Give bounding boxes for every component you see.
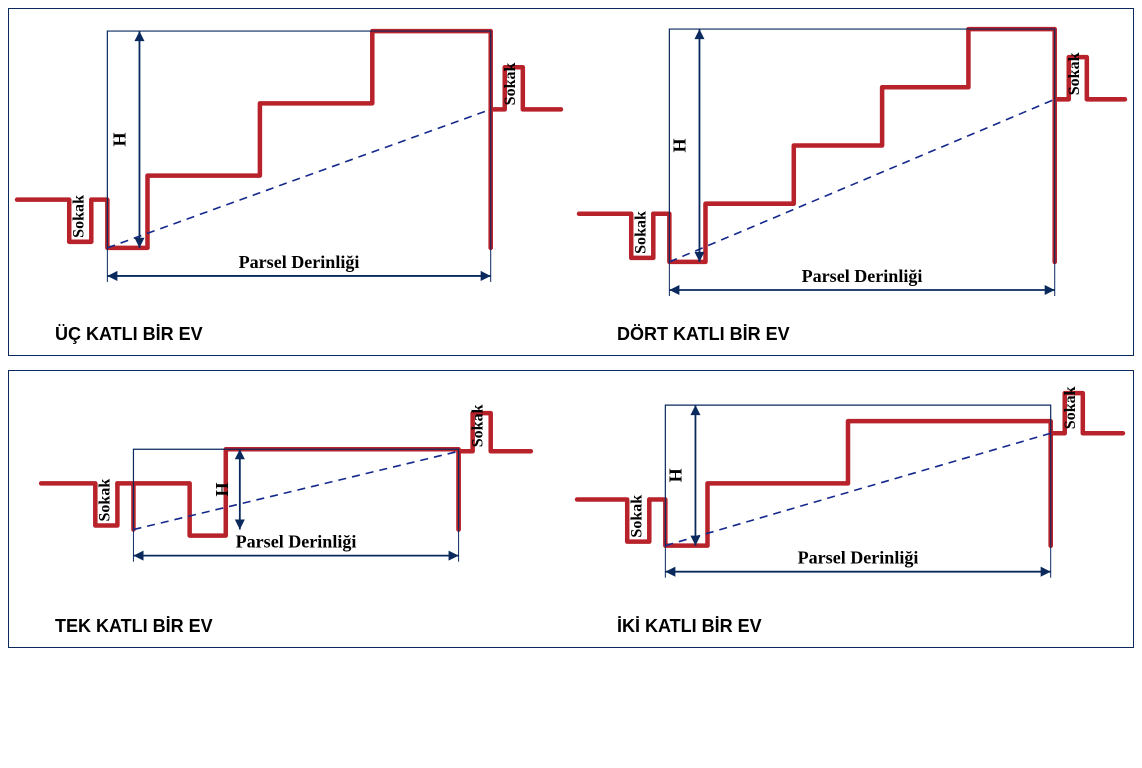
- cell-one-story: H Parsel Derinliği Sokak Sokak TEK KATLI Bİ…: [9, 371, 571, 647]
- cell-four-story: H Parsel Derinliği Sokak Sokak DÖRT KATLI B…: [571, 9, 1133, 355]
- height-label: H: [669, 138, 689, 152]
- diagonal-line: [669, 99, 1054, 262]
- envelope-box: [665, 405, 1050, 545]
- depth-label: Parsel Derinliği: [802, 266, 923, 286]
- cell-three-story: H Parsel Derinliği Sokak Sokak ÜÇ KATLI BİR…: [9, 9, 571, 355]
- sokak-right-label: Sokak: [1066, 52, 1083, 95]
- top-panel: H Parsel Derinliği Sokak Sokak ÜÇ KATLI BİR…: [8, 8, 1134, 356]
- envelope-box: [107, 31, 490, 248]
- depth-label: Parsel Derinliği: [798, 548, 919, 568]
- diagram-three_story: H Parsel Derinliği Sokak Sokak: [9, 9, 571, 320]
- height-label: H: [212, 482, 232, 496]
- diagram-one_story: H Parsel Derinliği Sokak Sokak: [9, 371, 571, 612]
- building-profile: [653, 29, 1054, 262]
- caption-three-story: ÜÇ KATLI BİR EV: [55, 324, 571, 345]
- diagonal-line: [665, 433, 1050, 545]
- caption-two-story: İKİ KATLI BİR EV: [617, 616, 1133, 637]
- sokak-left-label: Sokak: [632, 211, 649, 254]
- diagonal-line: [107, 109, 490, 247]
- sokak-right-label: Sokak: [502, 62, 519, 105]
- caption-four-story: DÖRT KATLI BİR EV: [617, 324, 1133, 345]
- building-profile: [649, 421, 1050, 545]
- cell-two-story: H Parsel Derinliği Sokak Sokak İKİ KATLI Bİ…: [571, 371, 1133, 647]
- depth-label: Parsel Derinliği: [239, 252, 360, 272]
- envelope-box: [133, 449, 458, 529]
- sokak-left-label: Sokak: [70, 195, 87, 238]
- height-label: H: [665, 468, 685, 482]
- sokak-right-label: Sokak: [1062, 386, 1079, 429]
- height-label: H: [109, 132, 129, 146]
- caption-one-story: TEK KATLI BİR EV: [55, 616, 571, 637]
- sokak-right-label: Sokak: [470, 404, 487, 447]
- diagram-two_story: H Parsel Derinliği Sokak Sokak: [571, 371, 1133, 612]
- building-profile: [91, 31, 490, 248]
- depth-label: Parsel Derinliği: [236, 532, 357, 552]
- sokak-left-label: Sokak: [628, 495, 645, 538]
- diagonal-line: [133, 451, 458, 529]
- diagram-four_story: H Parsel Derinliği Sokak Sokak: [571, 9, 1133, 320]
- bottom-panel: H Parsel Derinliği Sokak Sokak TEK KATLI Bİ…: [8, 370, 1134, 648]
- sokak-left-label: Sokak: [96, 479, 113, 522]
